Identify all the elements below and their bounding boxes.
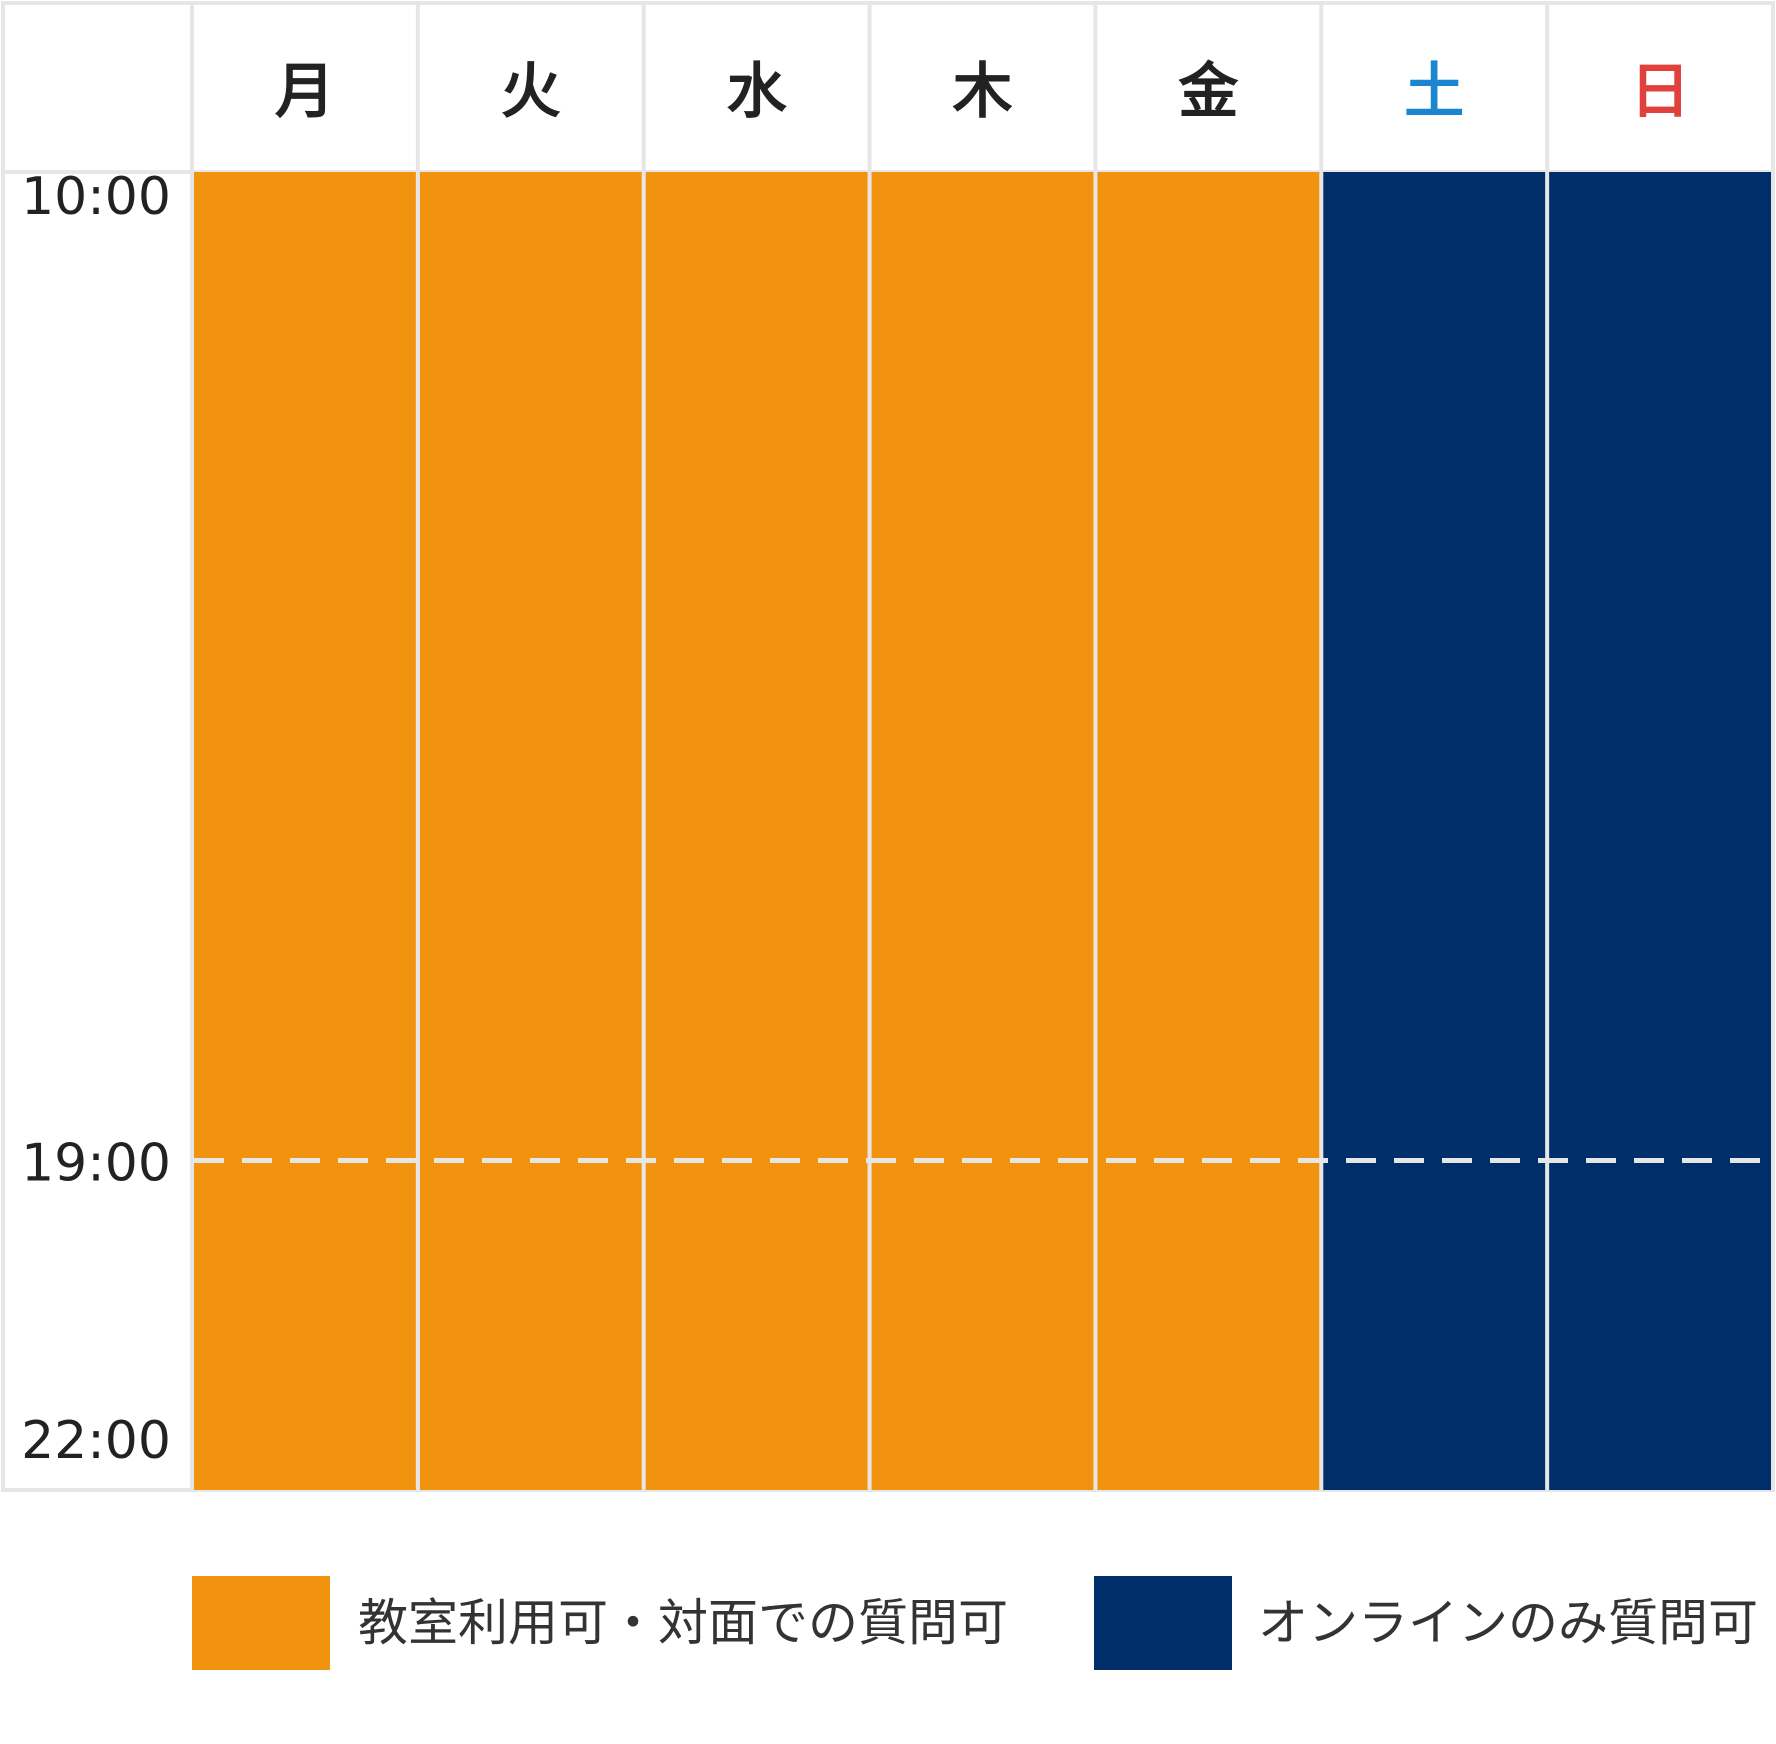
availability-block-5 bbox=[1323, 172, 1545, 1490]
legend-label-classroom: 教室利用可・対面での質問可 bbox=[358, 1590, 1008, 1656]
time-label-0: 10:00 bbox=[21, 167, 171, 227]
availability-block-4 bbox=[1097, 172, 1319, 1490]
legend-swatch-classroom bbox=[192, 1576, 330, 1670]
day-label-0: 月 bbox=[275, 57, 335, 127]
day-label-6: 日 bbox=[1630, 57, 1690, 127]
time-label-1: 19:00 bbox=[21, 1134, 171, 1194]
legend-label-online: オンラインのみ質問可 bbox=[1258, 1590, 1758, 1656]
day-label-2: 水 bbox=[727, 57, 788, 127]
availability-block-0 bbox=[194, 172, 416, 1490]
availability-block-2 bbox=[646, 172, 868, 1490]
block-layer bbox=[194, 172, 1771, 1490]
time-label-2: 22:00 bbox=[21, 1411, 171, 1471]
day-label-1: 火 bbox=[501, 57, 561, 127]
legend-swatch-online bbox=[1094, 1576, 1232, 1670]
day-label-4: 金 bbox=[1178, 57, 1239, 127]
availability-block-3 bbox=[872, 172, 1094, 1490]
availability-block-6 bbox=[1549, 172, 1771, 1490]
day-label-5: 土 bbox=[1404, 57, 1464, 127]
day-label-3: 木 bbox=[953, 57, 1013, 127]
schedule-chart: 月 火 水 木 金 土 日 10:00 19:00 22:00 bbox=[0, 0, 1776, 1520]
availability-block-1 bbox=[420, 172, 642, 1490]
legend: 教室利用可・対面での質問可 オンラインのみ質問可 bbox=[0, 1576, 1776, 1676]
